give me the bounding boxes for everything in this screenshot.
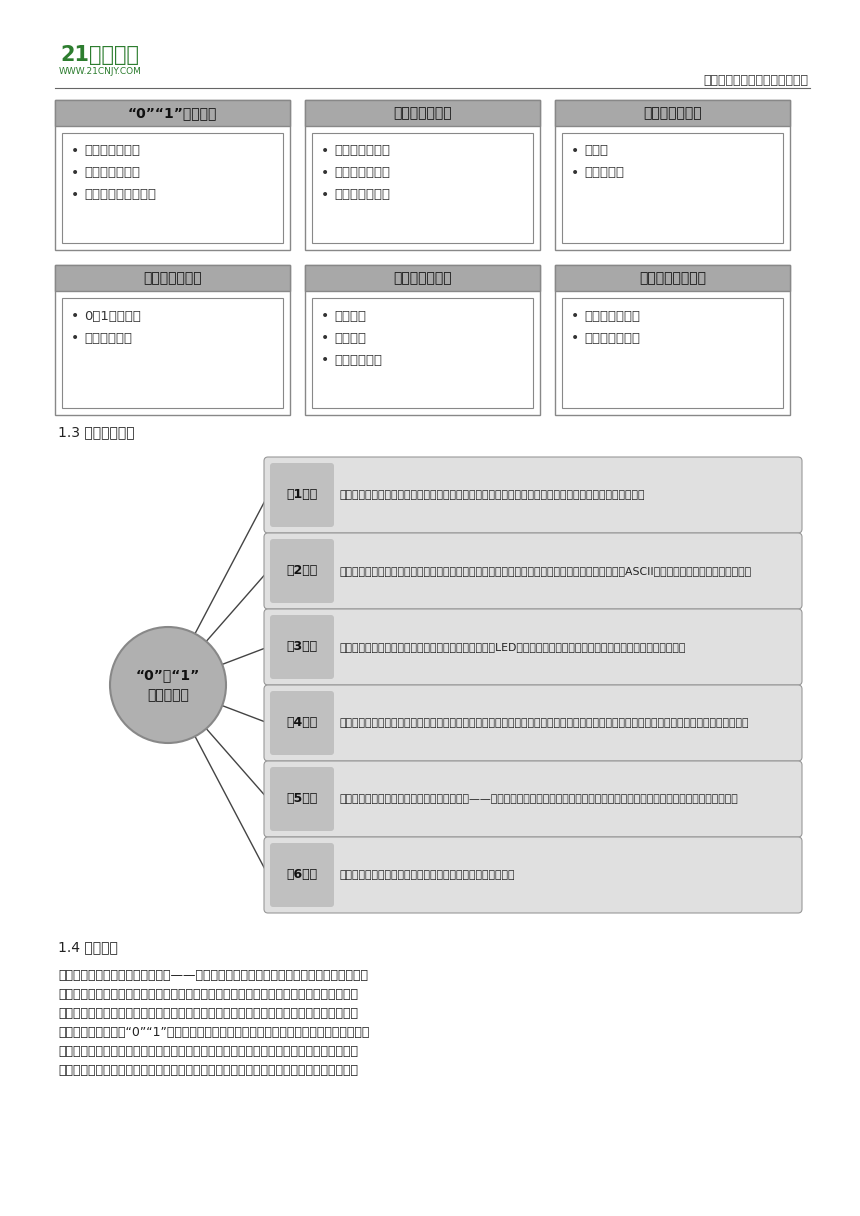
Text: •: • — [321, 309, 329, 323]
Text: 第4课时: 第4课时 — [286, 716, 317, 730]
Text: 社会的组织与秩序、能够大大提高信息处理的效率。因此，这部分内容的学习有助于学生认: 社会的组织与秩序、能够大大提高信息处理的效率。因此，这部分内容的学习有助于学生认 — [58, 1064, 358, 1077]
Text: 初步认识二进制，了解二进制如何表示十进制数字，借助卡片学会简单的二进制数与十进制数的相互转化。: 初步认识二进制，了解二进制如何表示十进制数字，借助卡片学会简单的二进制数与十进制… — [339, 490, 644, 500]
Text: •: • — [571, 143, 579, 158]
Text: 体验数字化生活: 体验数字化生活 — [584, 310, 640, 322]
Text: 神秘留言巧破解: 神秘留言巧破解 — [334, 145, 390, 158]
Text: 奇偶校验: 奇偶校验 — [334, 332, 366, 344]
Text: 字符编码有规范: 字符编码有规范 — [334, 188, 390, 202]
Text: 信息容量单位: 信息容量单位 — [84, 332, 132, 344]
Circle shape — [110, 627, 226, 743]
Text: 数字化及其应用: 数字化及其应用 — [584, 332, 640, 344]
Text: 信息存储样式多: 信息存储样式多 — [143, 271, 202, 285]
FancyBboxPatch shape — [264, 685, 802, 761]
FancyBboxPatch shape — [555, 100, 790, 126]
Text: •: • — [571, 309, 579, 323]
Text: •: • — [321, 188, 329, 202]
Text: 了解计算机通过内存、硬盘、光盘存储二进制数据方法。在教师的引导下总结计算机存储信息的基本原理。知道计算机中常用的信息存储单位。: 了解计算机通过内存、硬盘、光盘存储二进制数据方法。在教师的引导下总结计算机存储信… — [339, 717, 748, 728]
Text: •: • — [321, 143, 329, 158]
Text: •: • — [321, 167, 329, 180]
FancyBboxPatch shape — [555, 265, 790, 291]
Text: •: • — [71, 143, 79, 158]
Text: 体验数字化在各个方面的应用，感受数字化表示信息的优势。: 体验数字化在各个方面的应用，感受数字化表示信息的优势。 — [339, 869, 514, 880]
Text: 数字显示屏: 数字显示屏 — [584, 167, 624, 180]
FancyBboxPatch shape — [264, 761, 802, 837]
FancyBboxPatch shape — [270, 767, 334, 831]
Text: •: • — [71, 188, 79, 202]
FancyBboxPatch shape — [555, 265, 790, 415]
Text: 第1课时: 第1课时 — [286, 489, 317, 501]
Text: 翻卡魔术: 翻卡魔术 — [334, 310, 366, 322]
FancyBboxPatch shape — [312, 133, 533, 243]
FancyBboxPatch shape — [305, 100, 540, 250]
Text: 核心作用。数字化信息存储和传输中编码和解码步骤离不开二进制。理解二进制能够解开关: 核心作用。数字化信息存储和传输中编码和解码步骤离不开二进制。理解二进制能够解开关 — [58, 987, 358, 1001]
FancyBboxPatch shape — [270, 539, 334, 603]
FancyBboxPatch shape — [264, 457, 802, 533]
Text: 1.3 教学过程图示: 1.3 教学过程图示 — [58, 426, 135, 439]
Text: •: • — [571, 167, 579, 180]
Text: 字符、图像等）和计算机中的数据建立联系，理解计算机中的数据编码同样是为了保持信息: 字符、图像等）和计算机中的数据建立联系，理解计算机中的数据编码同样是为了保持信息 — [58, 1045, 358, 1058]
FancyBboxPatch shape — [55, 265, 290, 415]
Text: 还原黑白像素画，感受计算机图像解码过程，通过模拟LED屏模拟图像显示理解计算机中图像编码、解码的基本流程。: 还原黑白像素画，感受计算机图像解码过程，通过模拟LED屏模拟图像显示理解计算机中… — [339, 642, 685, 652]
FancyBboxPatch shape — [305, 100, 540, 126]
Text: 计算更大的二进制数: 计算更大的二进制数 — [84, 188, 156, 202]
Text: 像素画: 像素画 — [584, 145, 608, 158]
Text: 码的基础知识，了解“0”“1”数字如何构成计算机中的数据，将学生接触到的信息（数字、: 码的基础知识，了解“0”“1”数字如何构成计算机中的数据，将学生接触到的信息（数… — [58, 1026, 370, 1038]
Text: 二进制与计算机: 二进制与计算机 — [84, 145, 140, 158]
Text: 秘密信息我会传: 秘密信息我会传 — [393, 106, 452, 120]
Text: 0和1信息存储: 0和1信息存储 — [84, 310, 141, 322]
Text: 于计算机的许多谜团、掌握数字化编码的基础知识。学生将通过探索活动学习一些数字化编: 于计算机的许多谜团、掌握数字化编码的基础知识。学生将通过探索活动学习一些数字化编 — [58, 1007, 358, 1020]
Text: “0”“1”表示信息: “0”“1”表示信息 — [128, 106, 218, 120]
Text: 中小学教育资源及组卷应用平台: 中小学教育资源及组卷应用平台 — [703, 73, 808, 86]
FancyBboxPatch shape — [270, 843, 334, 907]
Text: 通过解码、编码秘密信息的活动感受编码在信息传递过程中的重要作用。了解计算机如何利用编码（ASCII码、汉字国标码）表示文字信息。: 通过解码、编码秘密信息的活动感受编码在信息传递过程中的重要作用。了解计算机如何利… — [339, 565, 751, 576]
FancyBboxPatch shape — [562, 133, 783, 243]
Text: •: • — [71, 167, 79, 180]
FancyBboxPatch shape — [562, 298, 783, 409]
Text: “0”和“1”: “0”和“1” — [136, 668, 200, 682]
Text: •: • — [71, 309, 79, 323]
Text: 世界真奇妙: 世界真奇妙 — [147, 688, 189, 702]
Text: 编码解码传信息: 编码解码传信息 — [334, 167, 390, 180]
FancyBboxPatch shape — [62, 298, 283, 409]
Text: 校验码的应用: 校验码的应用 — [334, 354, 382, 366]
FancyBboxPatch shape — [305, 265, 540, 415]
FancyBboxPatch shape — [305, 265, 540, 291]
Text: 用二进制表示数: 用二进制表示数 — [84, 167, 140, 180]
FancyBboxPatch shape — [55, 265, 290, 291]
Text: 数字化应用优势多: 数字化应用优势多 — [639, 271, 706, 285]
FancyBboxPatch shape — [264, 609, 802, 685]
FancyBboxPatch shape — [555, 100, 790, 250]
FancyBboxPatch shape — [55, 100, 290, 126]
Text: •: • — [321, 353, 329, 367]
Text: •: • — [71, 331, 79, 345]
FancyBboxPatch shape — [270, 691, 334, 755]
Text: WWW.21CNJY.COM: WWW.21CNJY.COM — [58, 68, 141, 77]
Text: 1.4 育人价值: 1.4 育人价值 — [58, 940, 118, 955]
FancyBboxPatch shape — [312, 298, 533, 409]
Text: 第2课时: 第2课时 — [286, 564, 317, 578]
Text: 通过探究翻卡魔术，理解魔术背后的科学原理——奇偶校验，了解生活中更多校验码的应用，感受校验码的重要性，增强数据安全意识。: 通过探究翻卡魔术，理解魔术背后的科学原理——奇偶校验，了解生活中更多校验码的应用… — [339, 794, 738, 804]
Text: 第3课时: 第3课时 — [286, 641, 317, 653]
FancyBboxPatch shape — [270, 463, 334, 527]
Text: •: • — [321, 331, 329, 345]
FancyBboxPatch shape — [264, 533, 802, 609]
FancyBboxPatch shape — [264, 837, 802, 913]
Text: 图像编码巧理解: 图像编码巧理解 — [643, 106, 702, 120]
Text: 本单元着眼于计算机基本原理——二进制，二进制数在管理计算机存储信息方面发挥着: 本单元着眼于计算机基本原理——二进制，二进制数在管理计算机存储信息方面发挥着 — [58, 969, 368, 983]
FancyBboxPatch shape — [55, 100, 290, 250]
Text: 第5课时: 第5课时 — [286, 793, 317, 805]
FancyBboxPatch shape — [270, 615, 334, 679]
Text: 奇偶校验识错误: 奇偶校验识错误 — [393, 271, 452, 285]
Text: 第6课时: 第6课时 — [286, 868, 317, 882]
Text: 21世纪教育: 21世纪教育 — [60, 45, 139, 64]
Text: •: • — [571, 331, 579, 345]
FancyBboxPatch shape — [62, 133, 283, 243]
